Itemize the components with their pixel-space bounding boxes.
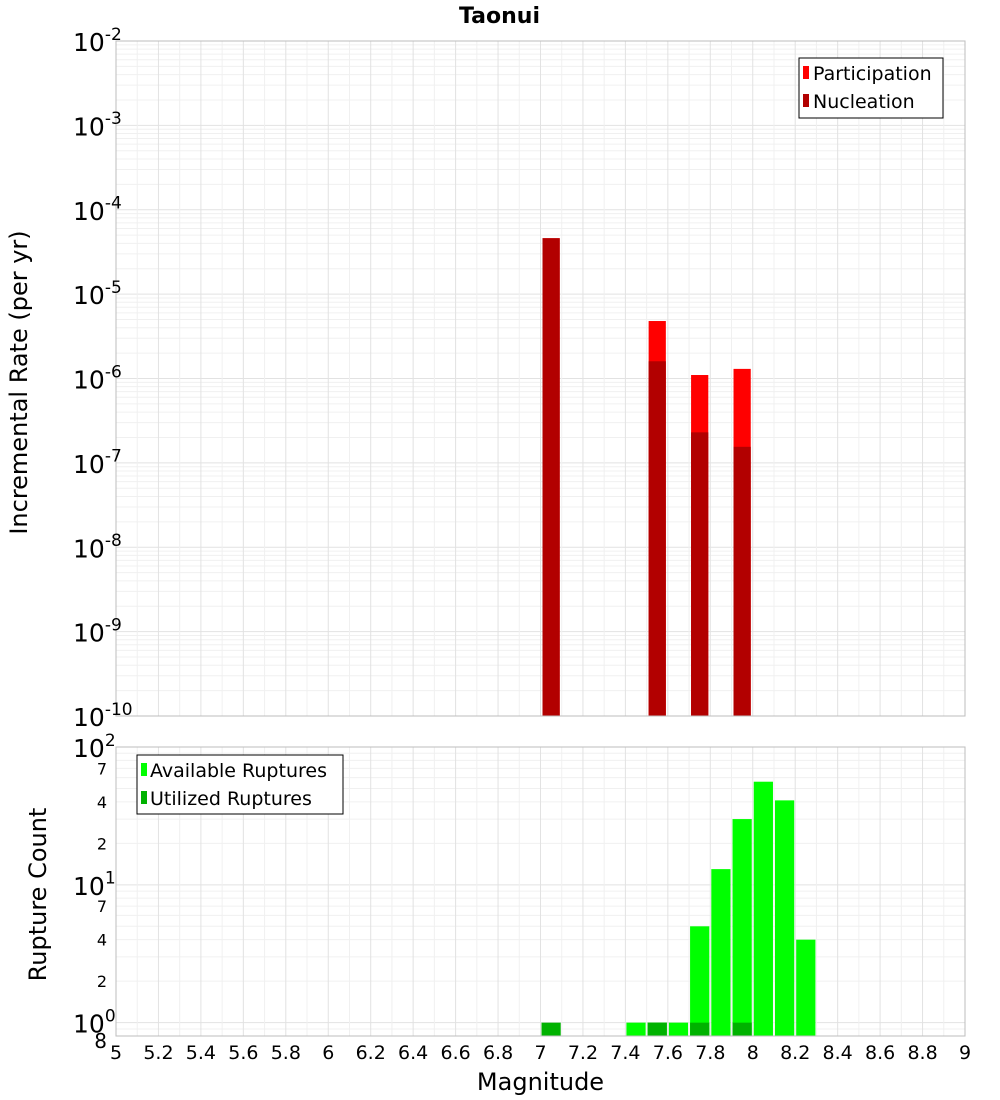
nucleation-bar — [691, 432, 709, 716]
top-ytick-label-exp: -2 — [105, 25, 122, 45]
top-ytick-label: 10-8 — [73, 531, 122, 563]
available-ruptures-bar — [796, 939, 816, 1036]
available-ruptures-bar — [774, 800, 795, 1036]
available-ruptures-bar — [668, 1022, 689, 1036]
top-ytick-label-base: 10 — [73, 366, 105, 395]
nucleation-bar — [733, 446, 751, 716]
legend-swatch-utilized-ruptures — [141, 791, 147, 804]
x-tick-label: 7 — [534, 1042, 546, 1064]
x-tick-label: 5.4 — [186, 1042, 216, 1064]
x-tick-label: 9 — [959, 1042, 971, 1064]
x-tick-label: 5.6 — [228, 1042, 258, 1064]
legend-label-nucleation: Nucleation — [813, 91, 915, 113]
top-ytick-label-exp: -10 — [105, 700, 133, 720]
x-tick-label: 7.2 — [568, 1042, 598, 1064]
top-ytick-label-exp: -8 — [105, 531, 122, 551]
x-tick-label: 8.6 — [865, 1042, 895, 1064]
legend-swatch-available-ruptures — [141, 763, 147, 776]
bottom-ytick-major-label: 102 — [73, 731, 116, 763]
x-tick-label: 5 — [110, 1042, 122, 1064]
nucleation-bar — [648, 361, 666, 716]
top-y-axis-label: Incremental Rate (per yr) — [5, 230, 33, 534]
bottom-ytick-major-label-exp: 1 — [105, 869, 116, 889]
top-ytick-label: 10-10 — [73, 700, 133, 732]
x-tick-label: 6 — [322, 1042, 334, 1064]
bottom-ytick-minor-label: 4 — [97, 931, 107, 950]
top-ytick-label-exp: -9 — [105, 615, 122, 635]
bottom-ytick-major-label: 100 — [73, 1006, 116, 1038]
x-tick-label: 7.4 — [610, 1042, 640, 1064]
top-ytick-label-exp: -7 — [105, 447, 122, 467]
top-ytick-label-base: 10 — [73, 534, 105, 563]
bottom-ytick-major-label-exp: 0 — [105, 1006, 116, 1026]
available-ruptures-bar — [732, 819, 752, 1036]
x-tick-label: 6.8 — [483, 1042, 513, 1064]
legend-swatch-participation — [803, 66, 809, 79]
legend-label-utilized-ruptures: Utilized Ruptures — [150, 788, 312, 810]
top-ytick-label-base: 10 — [73, 619, 105, 648]
legend-label-available-ruptures: Available Ruptures — [150, 760, 327, 782]
bottom-ytick-minor-label: 2 — [97, 972, 107, 991]
x-tick-label: 5.8 — [271, 1042, 301, 1064]
bottom-ytick-major-label: 101 — [73, 869, 116, 901]
utilized-ruptures-bar — [541, 1022, 561, 1036]
bottom-ytick-minor-label: 7 — [97, 897, 107, 916]
x-tick-label: 8 — [747, 1042, 759, 1064]
available-ruptures-bar — [753, 781, 773, 1036]
x-tick-label: 8.2 — [780, 1042, 810, 1064]
top-ytick-label-base: 10 — [73, 450, 105, 479]
bottom-y-axis-label: Rupture Count — [24, 808, 52, 982]
top-ytick-label: 10-7 — [73, 447, 122, 479]
bottom-legend: Available Ruptures Utilized Ruptures — [136, 754, 344, 815]
top-ytick-label: 10-6 — [73, 362, 122, 394]
top-ytick-label-base: 10 — [73, 197, 105, 226]
x-tick-label: 6.4 — [398, 1042, 428, 1064]
bottom-ytick-minor-label: 2 — [97, 834, 107, 853]
legend-label-participation: Participation — [813, 63, 932, 85]
bottom-ytick-major-label-base: 10 — [73, 1010, 105, 1039]
x-tick-label: 5.2 — [143, 1042, 173, 1064]
top-ytick-label-base: 10 — [73, 703, 105, 732]
x-tick-label: 6.6 — [440, 1042, 470, 1064]
top-legend: Participation Nucleation — [798, 57, 944, 119]
top-legend-box — [798, 57, 944, 119]
top-ytick-label-base: 10 — [73, 28, 105, 57]
utilized-ruptures-bar — [732, 1022, 752, 1036]
top-ytick-label-base: 10 — [73, 112, 105, 141]
top-ytick-label: 10-5 — [73, 278, 122, 310]
x-tick-label: 7.6 — [653, 1042, 683, 1064]
top-ytick-label: 10-3 — [73, 109, 122, 141]
bottom-ytick-minor-label: 7 — [97, 759, 107, 778]
utilized-ruptures-bar — [647, 1022, 667, 1036]
top-ytick-label: 10-2 — [73, 25, 122, 57]
top-ytick-label: 10-4 — [73, 194, 122, 226]
top-ytick-label-exp: -4 — [105, 194, 122, 214]
x-tick-label: 8.8 — [907, 1042, 937, 1064]
top-ytick-label-exp: -6 — [105, 362, 122, 382]
bottom-ytick-minor-label: 8 — [94, 1029, 107, 1053]
top-ytick-label-exp: -3 — [105, 109, 122, 129]
x-tick-label: 8.4 — [823, 1042, 853, 1064]
x-axis-label: Magnitude — [477, 1068, 604, 1096]
bottom-ytick-major-label-base: 10 — [73, 734, 105, 763]
available-ruptures-bar — [626, 1022, 646, 1036]
available-ruptures-bar — [711, 869, 731, 1036]
bottom-legend-box — [136, 754, 344, 815]
top-plot-frame — [115, 40, 966, 717]
top-ytick-label-base: 10 — [73, 281, 105, 310]
chart-title: Taonui — [459, 4, 540, 29]
top-ytick-label-exp: -5 — [105, 278, 122, 298]
available-ruptures-bar — [690, 926, 710, 1036]
bottom-ytick-minor-label: 4 — [97, 793, 107, 812]
legend-swatch-nucleation — [803, 94, 809, 107]
x-tick-label: 7.8 — [695, 1042, 725, 1064]
bottom-plot-frame — [115, 746, 966, 1037]
x-tick-label: 6.2 — [356, 1042, 386, 1064]
utilized-ruptures-bar — [690, 1022, 710, 1036]
bottom-ytick-major-label-base: 10 — [73, 872, 105, 901]
top-ytick-label: 10-9 — [73, 615, 122, 647]
nucleation-bar — [542, 238, 560, 716]
bottom-ytick-major-label-exp: 2 — [105, 731, 116, 751]
